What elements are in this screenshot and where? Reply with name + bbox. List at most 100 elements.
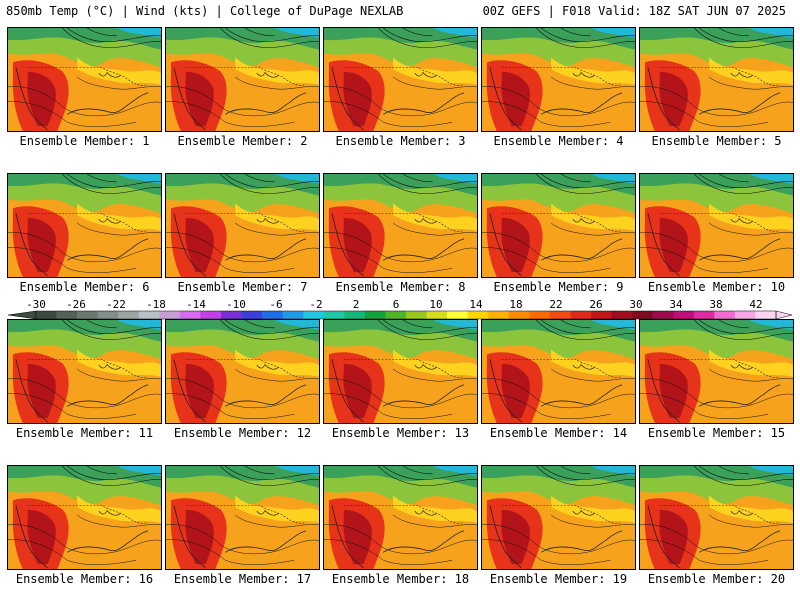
colorbar-swatch <box>118 311 140 319</box>
ensemble-map-14 <box>481 319 636 424</box>
ensemble-map-10 <box>639 173 794 278</box>
colorbar-tick-label: 30 <box>629 298 643 311</box>
colorbar-swatch <box>282 311 304 319</box>
colorbar-tick-label: -14 <box>186 298 206 311</box>
map-title: 850mb Temp (°C) | Wind (kts) | College o… <box>6 4 404 18</box>
colorbar-swatch <box>591 311 612 319</box>
colorbar-swatch <box>97 311 119 319</box>
ensemble-map-15 <box>639 319 794 424</box>
colorbar-swatch <box>406 311 427 319</box>
colorbar-tick-label: -30 <box>26 298 46 311</box>
ensemble-member-label: Ensemble Member: 5 <box>651 134 782 148</box>
colorbar-tick-label: 34 <box>669 298 683 311</box>
colorbar-swatch <box>632 311 653 319</box>
ensemble-member-label: Ensemble Member: 3 <box>335 134 466 148</box>
ensemble-member-label: Ensemble Member: 14 <box>489 426 628 440</box>
ensemble-map-13 <box>323 319 478 424</box>
colorbar-tick-label: -2 <box>309 298 323 311</box>
colorbar-swatch <box>221 311 242 319</box>
colorbar-swatch <box>262 311 283 319</box>
ensemble-member-label: Ensemble Member: 13 <box>331 426 470 440</box>
ensemble-member-label: Ensemble Member: 18 <box>331 572 470 586</box>
ensemble-map-17 <box>165 465 320 570</box>
colorbar-right-arrow <box>775 310 792 320</box>
ensemble-map-11 <box>7 319 162 424</box>
colorbar-tick-label: 6 <box>392 298 400 311</box>
ensemble-member-label: Ensemble Member: 19 <box>489 572 628 586</box>
ensemble-member-label: Ensemble Member: 6 <box>19 280 150 294</box>
colorbar-swatch <box>549 311 571 319</box>
ensemble-member-label: Ensemble Member: 17 <box>173 572 312 586</box>
ensemble-member-label: Ensemble Member: 12 <box>173 426 312 440</box>
ensemble-map-7 <box>165 173 320 278</box>
colorbar-tick-label: -26 <box>66 298 86 311</box>
colorbar-left-arrow <box>8 310 37 320</box>
colorbar-swatch <box>77 311 98 319</box>
ensemble-map-6 <box>7 173 162 278</box>
ensemble-member-label: Ensemble Member: 9 <box>493 280 624 294</box>
ensemble-map-1 <box>7 27 162 132</box>
ensemble-map-3 <box>323 27 478 132</box>
ensemble-map-20 <box>639 465 794 570</box>
ensemble-member-label: Ensemble Member: 8 <box>335 280 466 294</box>
colorbar-swatch <box>529 311 551 319</box>
colorbar-swatch <box>508 311 530 319</box>
colorbar-swatch <box>570 311 592 319</box>
ensemble-map-8 <box>323 173 478 278</box>
colorbar-tick-label: -18 <box>146 298 166 311</box>
ensemble-member-label: Ensemble Member: 15 <box>647 426 786 440</box>
ensemble-map-16 <box>7 465 162 570</box>
colorbar-swatch <box>138 311 160 319</box>
colorbar-tick-label: 26 <box>589 298 603 311</box>
ensemble-map-2 <box>165 27 320 132</box>
ensemble-member-label: Ensemble Member: 16 <box>15 572 154 586</box>
colorbar-swatch <box>241 311 263 319</box>
ensemble-member-label: Ensemble Member: 4 <box>493 134 624 148</box>
ensemble-member-label: Ensemble Member: 7 <box>177 280 308 294</box>
colorbar-swatch <box>673 311 695 319</box>
ensemble-map-18 <box>323 465 478 570</box>
ensemble-map-4 <box>481 27 636 132</box>
colorbar-tick-label: 42 <box>749 298 763 311</box>
colorbar-swatch <box>36 311 57 319</box>
colorbar-tick-label: 38 <box>709 298 723 311</box>
colorbar-tick-label: 2 <box>352 298 360 311</box>
colorbar-swatch <box>159 311 181 319</box>
colorbar-swatch <box>323 311 345 319</box>
ensemble-member-label: Ensemble Member: 10 <box>647 280 786 294</box>
colorbar-tick-label: -10 <box>226 298 246 311</box>
colorbar-swatch <box>344 311 366 319</box>
ensemble-map-12 <box>165 319 320 424</box>
ensemble-member-label: Ensemble Member: 20 <box>647 572 786 586</box>
colorbar-tick-label: 22 <box>549 298 563 311</box>
valid-time: 00Z GEFS | F018 Valid: 18Z SAT JUN 07 20… <box>482 4 786 18</box>
colorbar-tick-label: 18 <box>509 298 523 311</box>
colorbar-tick-label: -22 <box>106 298 126 311</box>
colorbar-swatch <box>303 311 325 319</box>
colorbar-swatch <box>426 311 448 319</box>
colorbar-swatch <box>652 311 674 319</box>
temperature-colorbar <box>8 310 792 320</box>
ensemble-member-label: Ensemble Member: 2 <box>177 134 308 148</box>
colorbar-tick-label: -6 <box>269 298 283 311</box>
colorbar-swatch <box>488 311 510 319</box>
colorbar-swatch <box>611 311 633 319</box>
colorbar-swatch <box>385 311 407 319</box>
colorbar-swatch <box>714 311 736 319</box>
ensemble-member-label: Ensemble Member: 1 <box>19 134 150 148</box>
colorbar-swatch <box>467 311 489 319</box>
colorbar-swatch <box>364 311 386 319</box>
colorbar-swatch <box>755 311 777 319</box>
colorbar-swatch <box>56 311 78 319</box>
colorbar-swatch <box>734 311 756 319</box>
colorbar-swatch <box>447 311 468 319</box>
colorbar-swatch <box>179 311 201 319</box>
colorbar-swatch <box>693 311 715 319</box>
ensemble-map-9 <box>481 173 636 278</box>
ensemble-map-5 <box>639 27 794 132</box>
colorbar-swatch <box>200 311 222 319</box>
ensemble-map-19 <box>481 465 636 570</box>
ensemble-member-label: Ensemble Member: 11 <box>15 426 154 440</box>
colorbar-tick-label: 10 <box>429 298 443 311</box>
colorbar-tick-label: 14 <box>469 298 483 311</box>
